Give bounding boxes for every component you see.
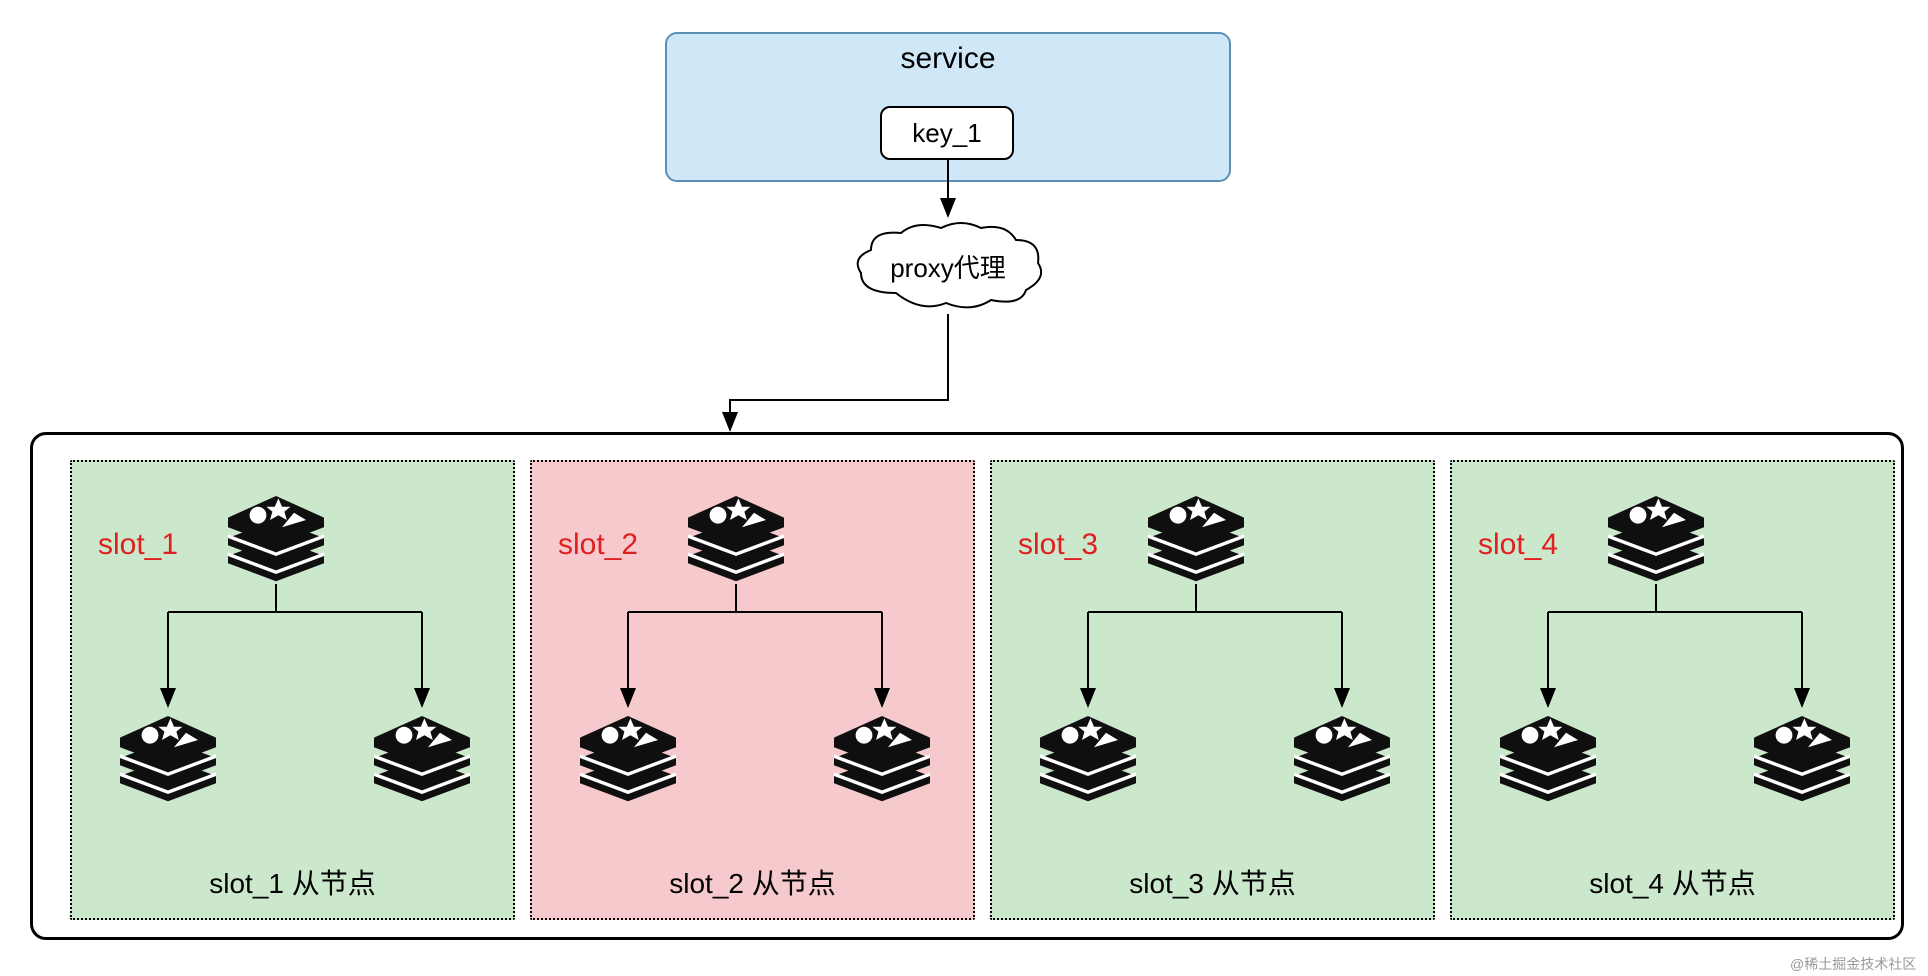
redis-master-icon <box>1596 472 1716 592</box>
redis-master-icon <box>676 472 796 592</box>
slot-box-slot_4: slot_4 slot_4 从节点 <box>1450 460 1895 920</box>
slot-bottom-label: slot_2 从节点 <box>532 862 973 902</box>
slot-box-slot_2: slot_2 slot_2 从节点 <box>530 460 975 920</box>
slot-label: slot_4 <box>1478 528 1558 562</box>
key-box: key_1 <box>880 106 1014 160</box>
redis-master-icon <box>216 472 336 592</box>
service-title: service <box>667 42 1229 76</box>
diagram-canvas: service key_1 proxy代理 slot_1 <box>0 0 1928 976</box>
slot-bottom-label: slot_4 从节点 <box>1452 862 1893 902</box>
redis-slave-icon <box>1742 692 1862 812</box>
redis-slave-icon <box>362 692 482 812</box>
slot-bottom-label: slot_1 从节点 <box>72 862 513 902</box>
redis-slave-icon <box>568 692 688 812</box>
redis-slave-icon <box>1488 692 1608 812</box>
slot-box-slot_1: slot_1 slot_1 从节点 <box>70 460 515 920</box>
redis-master-icon <box>1136 472 1256 592</box>
slot-label: slot_2 <box>558 528 638 562</box>
redis-slave-icon <box>1028 692 1148 812</box>
key-label: key_1 <box>912 118 981 149</box>
redis-slave-icon <box>1282 692 1402 812</box>
slot-label: slot_3 <box>1018 528 1098 562</box>
proxy-label: proxy代理 <box>890 248 1006 285</box>
slot-label: slot_1 <box>98 528 178 562</box>
redis-slave-icon <box>822 692 942 812</box>
slot-bottom-label: slot_3 从节点 <box>992 862 1433 902</box>
proxy-cloud: proxy代理 <box>846 218 1050 314</box>
watermark: @稀土掘金技术社区 <box>1790 954 1916 974</box>
slot-box-slot_3: slot_3 slot_3 从节点 <box>990 460 1435 920</box>
redis-slave-icon <box>108 692 228 812</box>
